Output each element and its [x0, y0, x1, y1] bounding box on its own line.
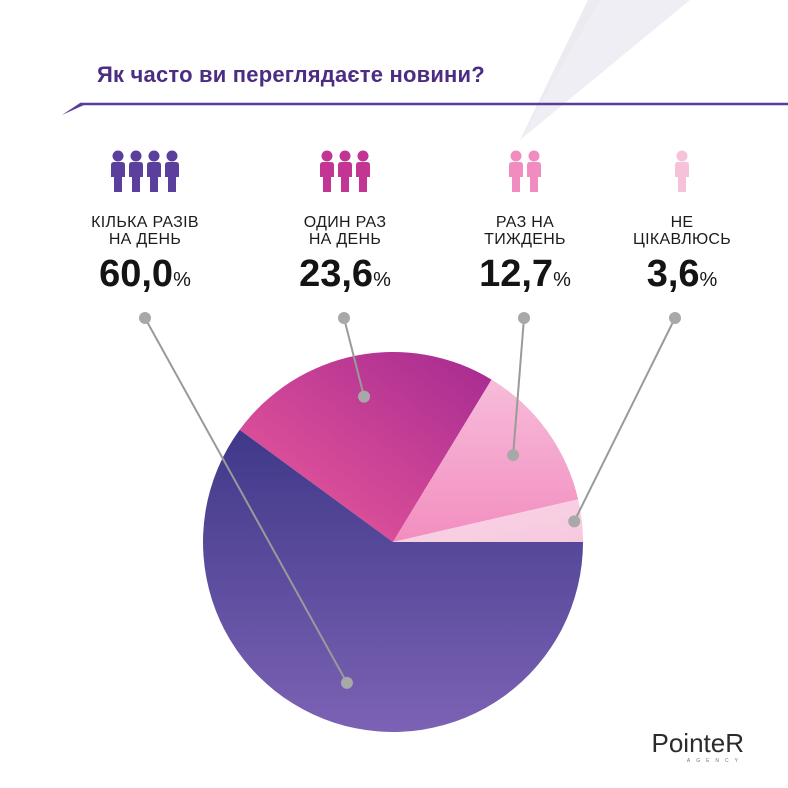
category-value: 12,7% [440, 254, 610, 300]
leader-dot-top-2 [518, 312, 530, 324]
leader-dot-slice-2 [507, 449, 520, 462]
category-block-1: ОДИН РАЗ НА ДЕНЬ 23,6% [260, 150, 430, 300]
leader-line-1 [343, 317, 366, 397]
leader-dot-top-3 [669, 312, 681, 324]
person-icon [338, 150, 352, 192]
person-icon [509, 150, 523, 192]
person-icon [356, 150, 370, 192]
person-icon [147, 150, 161, 192]
category-label: КІЛЬКА РАЗІВ НА ДЕНЬ [91, 214, 199, 248]
pie-slice-2 [393, 379, 579, 542]
person-icons [509, 150, 541, 192]
category-block-3: НЕ ЦІКАВЛЮСЬ 3,6% [597, 150, 767, 300]
value-number: 3,6 [646, 253, 700, 295]
leader-dot-slice-0 [340, 676, 353, 689]
leader-line-0 [144, 317, 348, 684]
chart-title: Як часто ви переглядаєте новини? [97, 62, 485, 87]
pie-slice-1 [239, 352, 492, 542]
category-label: НЕ ЦІКАВЛЮСЬ [632, 214, 731, 248]
pie-slice-0 [203, 429, 583, 733]
title-underline-hook [62, 103, 84, 115]
logo-brand: PointeR [651, 728, 745, 758]
leader-line-2 [512, 317, 525, 456]
person-icon [129, 150, 143, 192]
leader-dot-top-0 [139, 312, 151, 324]
person-icon [675, 150, 689, 192]
pointer-logo: PointeR AGENCY [652, 730, 745, 764]
pie-slice-3 [393, 499, 583, 542]
value-unit: % [173, 269, 191, 291]
people-icon-group [260, 150, 430, 192]
people-icon-group [60, 150, 230, 192]
category-value: 23,6% [260, 254, 430, 300]
value-number: 12,7 [479, 253, 554, 295]
leader-dot-slice-3 [568, 515, 581, 528]
value-unit: % [373, 269, 391, 291]
person-icon [111, 150, 125, 192]
value-unit: % [699, 269, 718, 291]
person-icon [527, 150, 541, 192]
people-icon-group [597, 150, 767, 192]
value-unit: % [553, 269, 571, 291]
category-value: 60,0% [60, 254, 230, 300]
leader-line-3 [573, 317, 676, 522]
person-icons [111, 150, 179, 192]
category-block-2: РАЗ НА ТИЖДЕНЬ 12,7% [440, 150, 610, 300]
leader-dot-slice-1 [358, 390, 371, 403]
person-icon [165, 150, 179, 192]
logo-subtitle: AGENCY [686, 758, 744, 764]
person-icons [675, 150, 689, 192]
value-number: 23,6 [299, 253, 374, 295]
people-icon-group [440, 150, 610, 192]
category-label: РАЗ НА ТИЖДЕНЬ [484, 214, 566, 248]
person-icon [320, 150, 334, 192]
leader-dot-top-1 [338, 312, 350, 324]
person-icons [320, 150, 370, 192]
value-number: 60,0 [99, 253, 174, 295]
category-block-0: КІЛЬКА РАЗІВ НА ДЕНЬ 60,0% [60, 150, 230, 300]
category-label: ОДИН РАЗ НА ДЕНЬ [303, 214, 387, 248]
category-value: 3,6% [597, 254, 767, 300]
